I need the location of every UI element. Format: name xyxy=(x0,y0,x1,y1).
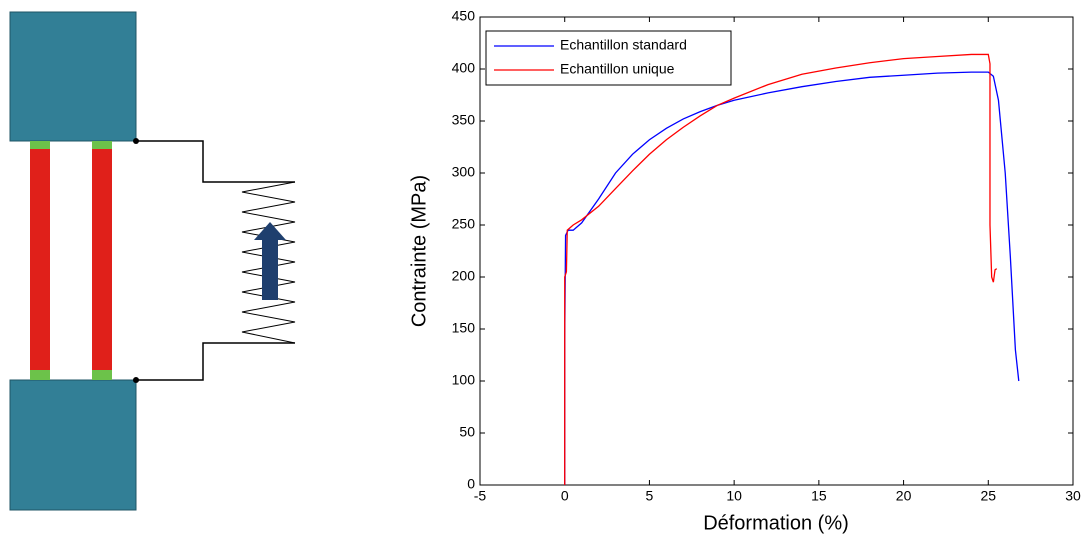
data-line xyxy=(564,71,1020,485)
y-tick-label: 300 xyxy=(452,164,476,180)
specimen-end xyxy=(92,141,112,149)
bottom-grip xyxy=(9,379,137,511)
legend-box xyxy=(485,30,732,86)
specimen-bar xyxy=(30,141,50,380)
y-tick-label: 0 xyxy=(467,476,475,492)
x-tick-label: -5 xyxy=(474,488,487,504)
y-tick-label: 450 xyxy=(452,8,476,24)
legend-label: Echantillon unique xyxy=(560,61,675,77)
specimen-bar xyxy=(92,141,112,380)
y-axis-label: Contrainte (MPa) xyxy=(408,175,430,327)
x-tick-label: 10 xyxy=(726,488,742,504)
specimen-end xyxy=(30,370,50,380)
wire xyxy=(136,342,295,381)
x-tick-label: 0 xyxy=(561,488,569,504)
y-tick-label: 350 xyxy=(452,112,476,128)
y-tick-label: 100 xyxy=(452,372,476,388)
data-line xyxy=(564,53,998,485)
y-tick-label: 400 xyxy=(452,60,476,76)
specimen-end xyxy=(30,141,50,149)
node xyxy=(133,377,139,383)
y-tick-label: 50 xyxy=(459,424,475,440)
x-tick-label: 5 xyxy=(646,488,654,504)
arrow-head xyxy=(254,222,286,240)
spring xyxy=(241,181,296,344)
x-tick-label: 30 xyxy=(1065,488,1081,504)
specimen-end xyxy=(92,370,112,380)
wire xyxy=(136,140,295,183)
node xyxy=(133,138,139,144)
top-grip xyxy=(9,11,137,142)
x-tick-label: 20 xyxy=(896,488,912,504)
specimen-diagram xyxy=(9,11,296,511)
chart: Déformation (%) Contrainte (MPa) -5 0 5 10 1… xyxy=(408,8,1081,535)
x-tick-label: 25 xyxy=(980,488,996,504)
y-tick-label: 150 xyxy=(452,320,476,336)
plot-area xyxy=(479,16,1074,486)
y-tick-label: 250 xyxy=(452,216,476,232)
arrow-shaft xyxy=(262,240,278,300)
y-tick-label: 200 xyxy=(452,268,476,284)
x-tick-label: 15 xyxy=(811,488,827,504)
legend-label: Echantillon standard xyxy=(560,37,687,53)
x-axis-label: Déformation (%) xyxy=(703,512,849,534)
